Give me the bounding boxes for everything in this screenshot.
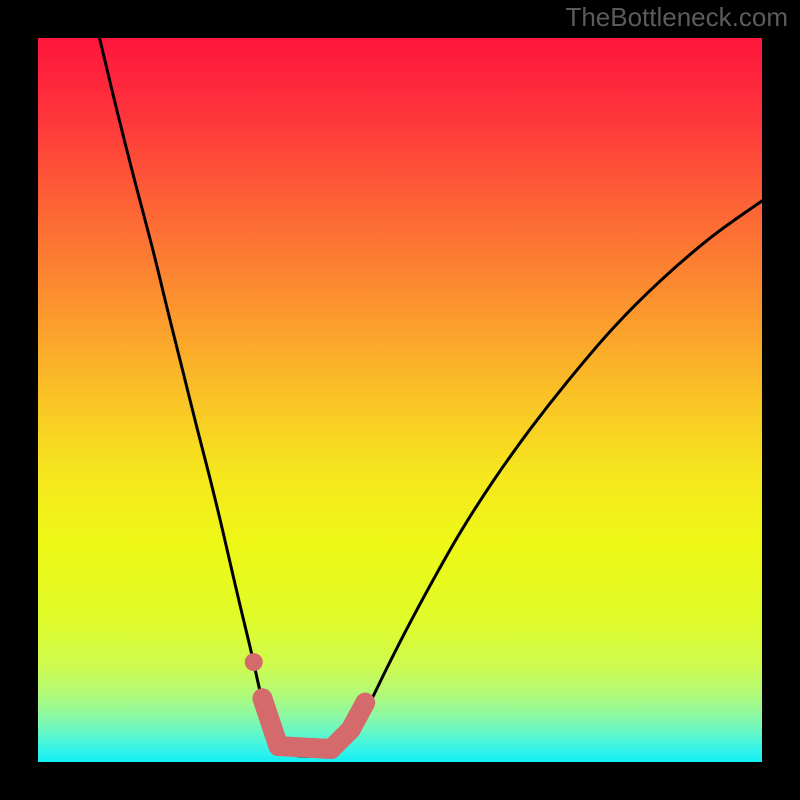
highlight-marker (245, 653, 263, 671)
chart-svg (38, 38, 762, 762)
highlight-segment-3 (351, 703, 365, 730)
chart-frame: TheBottleneck.com (0, 0, 800, 800)
plot-area (38, 38, 762, 762)
gradient-background (38, 38, 762, 762)
watermark-text: TheBottleneck.com (565, 2, 788, 33)
